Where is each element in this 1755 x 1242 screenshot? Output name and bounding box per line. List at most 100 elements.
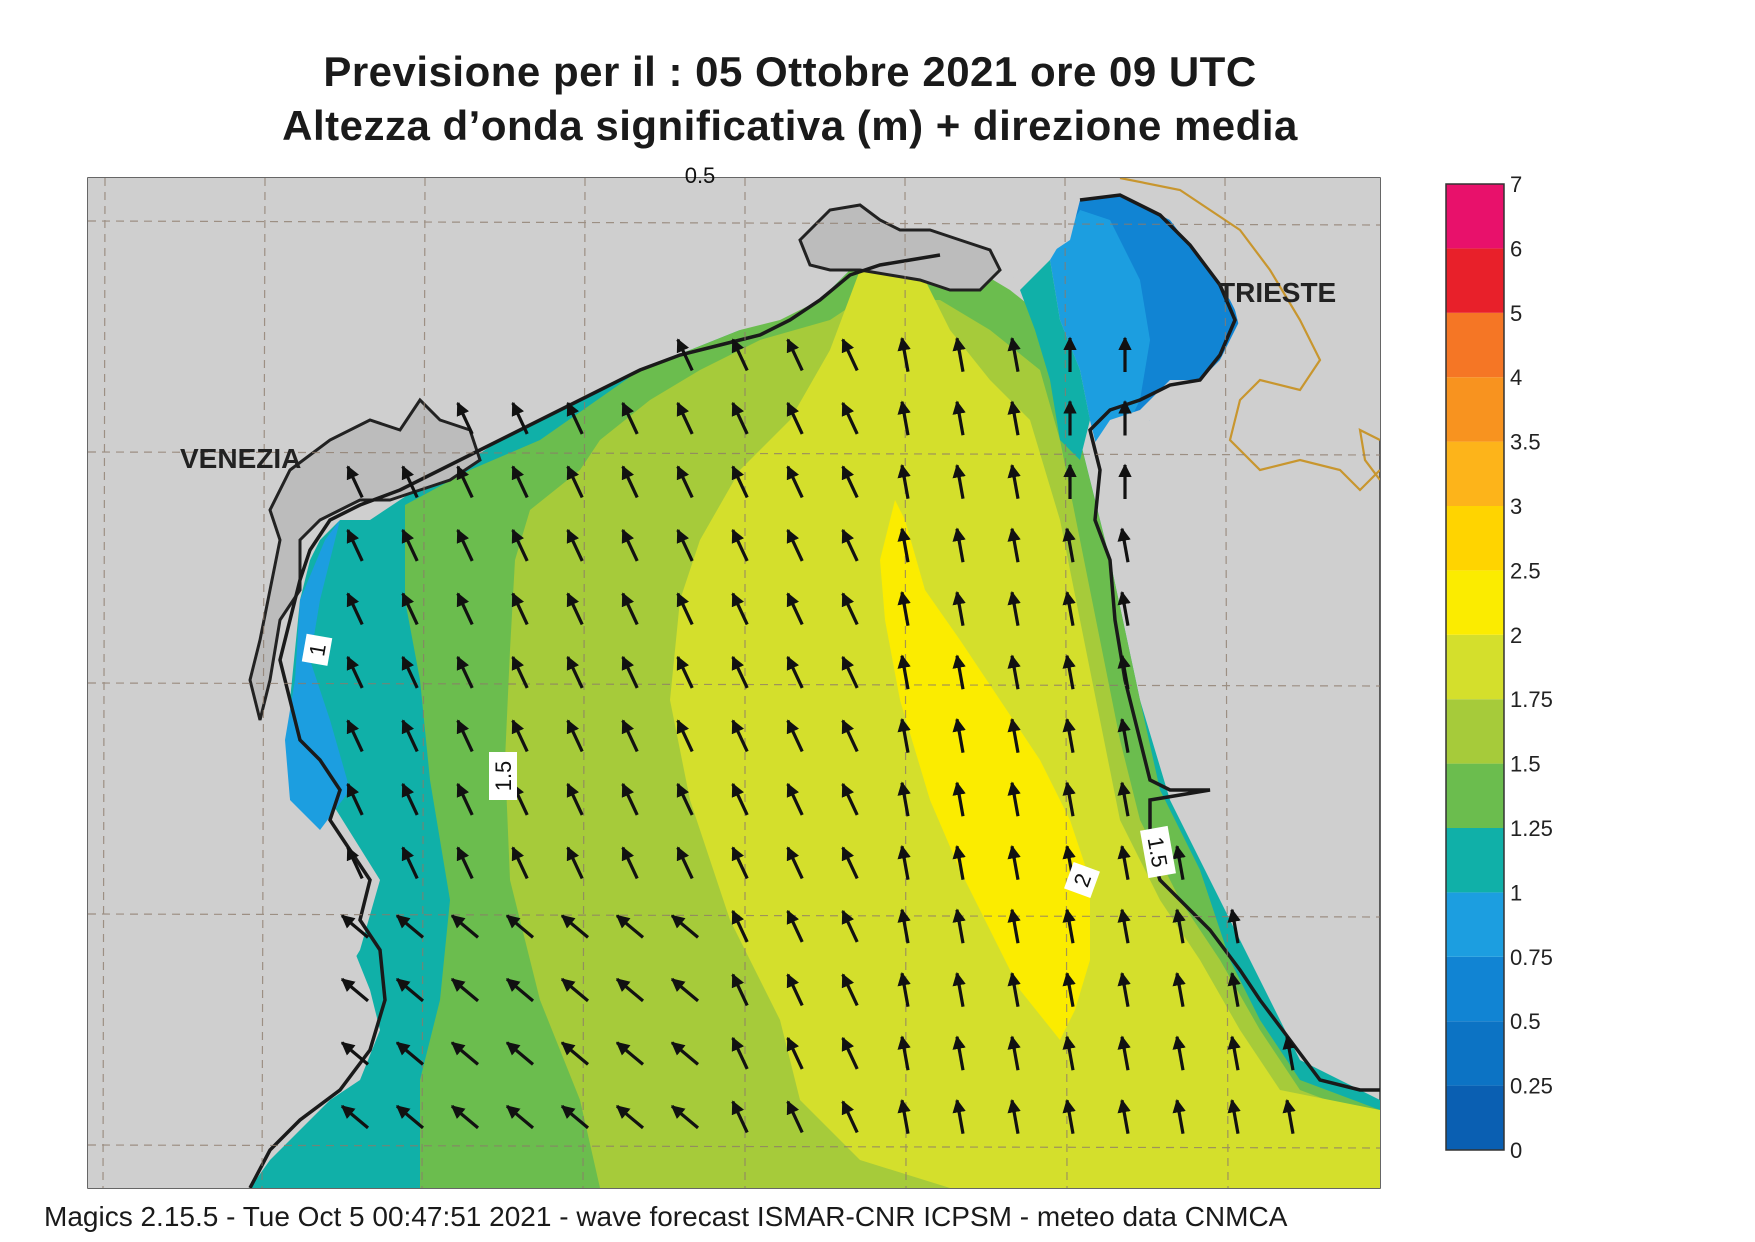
wave-arrow [952, 1035, 966, 1071]
wave-arrow [1007, 971, 1021, 1007]
wave-arrow [1117, 717, 1131, 753]
coastline-east [1079, 193, 1380, 1092]
wave-arrow [456, 782, 474, 816]
wave-arrow [897, 336, 911, 372]
wave-arrow [615, 977, 645, 1003]
legend-tick-label: 2.5 [1510, 558, 1541, 583]
wave-arrow [346, 528, 364, 562]
legend-swatch [1446, 763, 1504, 828]
wave-arrow [841, 338, 859, 372]
wave-arrow [731, 338, 749, 372]
wave-arrow [456, 401, 474, 435]
wave-arrow [676, 592, 694, 626]
wave-arrow [731, 1100, 749, 1134]
wave-arrow [1117, 527, 1131, 563]
wave-arrow [952, 844, 966, 880]
legend-swatch [1446, 699, 1504, 764]
wave-arrow [841, 655, 859, 689]
wave-arrow [841, 1100, 859, 1134]
wave-arrow [566, 465, 584, 499]
legend-swatch [1446, 248, 1504, 313]
wave-arrow [952, 908, 966, 944]
wave-arrow [615, 914, 645, 939]
wave-arrow [897, 654, 911, 690]
wave-arrow [346, 592, 364, 626]
legend-swatch [1446, 312, 1504, 378]
wave-arrow [897, 1098, 911, 1134]
wave-arrow [621, 592, 639, 626]
wave-arrow [560, 977, 590, 1003]
legend-tick-label: 4 [1510, 365, 1522, 390]
wave-arrow [621, 465, 639, 499]
wave-arrow [897, 400, 911, 436]
wave-arrow [952, 527, 966, 563]
wave-arrow [676, 401, 694, 435]
wave-arrow [841, 909, 859, 943]
band-175-2 [670, 270, 1380, 1188]
wave-arrow [566, 592, 584, 626]
place-label-trieste: TRIESTE [1218, 277, 1336, 308]
wave-arrow [505, 1104, 535, 1130]
wave-arrow [1117, 1098, 1131, 1134]
wave-arrow [897, 971, 911, 1007]
wave-arrow [346, 846, 364, 880]
wave-arrow [450, 977, 480, 1003]
wave-arrow [615, 1041, 645, 1066]
wave-arrow [676, 655, 694, 689]
wave-arrow [566, 846, 584, 880]
wave-arrow [1227, 1098, 1241, 1134]
wave-arrow [670, 977, 700, 1003]
wave-arrow [841, 782, 859, 816]
wave-arrow [395, 1041, 425, 1066]
contour-label-west-coast: 1 [301, 633, 333, 666]
coastline-west [248, 253, 941, 1188]
contour-label-east-text: 1.5 [1143, 835, 1173, 869]
wave-arrow [731, 846, 749, 880]
wave-arrow [731, 973, 749, 1007]
wave-arrow [731, 782, 749, 816]
legend-tick-label: 1.5 [1510, 752, 1541, 777]
wave-arrow [1007, 590, 1021, 626]
wave-arrow [566, 719, 584, 753]
wave-arrow [566, 401, 584, 435]
wave-arrow [670, 914, 700, 939]
legend-tick-label: 1.75 [1510, 687, 1553, 712]
wave-arrow [786, 401, 804, 435]
wave-arrow [1227, 908, 1241, 944]
legend-tick-label: 3 [1510, 494, 1522, 519]
legend-tick-label: 1 [1510, 880, 1522, 905]
wave-arrow [1007, 1098, 1021, 1134]
wave-arrow [670, 1041, 700, 1066]
wave-arrow [731, 1036, 749, 1070]
wave-arrow [1062, 654, 1076, 690]
wave-arrow [897, 527, 911, 563]
wave-arrow [952, 654, 966, 690]
wave-arrow [1007, 463, 1021, 499]
wave-arrow [450, 1104, 480, 1130]
legend-tick-label: 2 [1510, 623, 1522, 648]
contour-label-east: 1.5 [1140, 825, 1176, 879]
wave-arrow [786, 719, 804, 753]
wave-arrow [786, 909, 804, 943]
wave-arrow [621, 528, 639, 562]
wave-arrow [786, 782, 804, 816]
wave-arrow [676, 846, 694, 880]
forecast-title: Previsione per il : 05 Ottobre 2021 ore … [323, 48, 1257, 95]
wave-arrow [511, 465, 529, 499]
footer-credits: Magics 2.15.5 - Tue Oct 5 00:47:51 2021 … [44, 1201, 1288, 1232]
wave-arrow [676, 782, 694, 816]
wave-arrow [952, 400, 966, 436]
contour-label-west-mid-text: 1.5 [491, 761, 516, 792]
wave-arrow [340, 1104, 370, 1130]
wave-arrow [340, 1041, 370, 1066]
wave-arrow [786, 846, 804, 880]
wave-arrow [621, 655, 639, 689]
wave-arrow [511, 719, 529, 753]
wave-arrow [731, 528, 749, 562]
legend-swatch [1446, 377, 1504, 442]
wave-arrow [346, 465, 364, 499]
wave-arrow [1172, 1098, 1186, 1134]
wave-arrow [560, 1104, 590, 1130]
wave-arrow [786, 1036, 804, 1070]
